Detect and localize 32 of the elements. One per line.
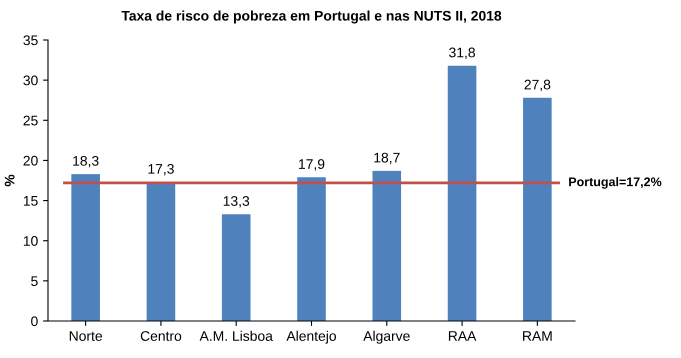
data-label: 13,3 [224,196,250,208]
data-label: 17,3 [148,164,174,176]
x-tick-label: RAM [523,331,552,341]
data-label: 18,7 [374,152,400,164]
ref-line-label: Portugal=17,2% [569,177,662,189]
bar [448,66,476,321]
y-axis-title: % [4,174,14,186]
data-label: 18,3 [73,156,99,168]
y-tick-label: 20 [24,156,38,166]
x-tick-label: Centro [140,331,182,341]
y-tick-label: 15 [24,196,38,206]
chart-title: Taxa de risco de pobreza em Portugal e nas NUTS II, 2018 [122,10,502,24]
bar [146,182,176,321]
bar [523,98,552,321]
x-tick-label: Alentejo [286,330,336,344]
bar [297,177,326,321]
y-tick-label: 25 [24,116,38,126]
bar [71,174,100,321]
x-tick-label: A.M. Lisboa [200,330,273,341]
data-label: 27,8 [524,80,550,92]
data-label: 31,8 [449,48,475,60]
bar [222,214,251,321]
y-tick-label: 5 [31,276,38,286]
bar [372,170,402,321]
y-tick-label: 10 [24,236,38,246]
x-tick-label: Norte [70,331,102,341]
x-tick-label: RAA [448,331,476,341]
y-tick-label: 35 [23,35,38,46]
y-tick-label: 30 [23,75,38,86]
x-tick-label: Algarve [363,330,410,344]
y-tick-label: 0 [31,316,38,326]
data-label: 17,9 [299,159,324,171]
